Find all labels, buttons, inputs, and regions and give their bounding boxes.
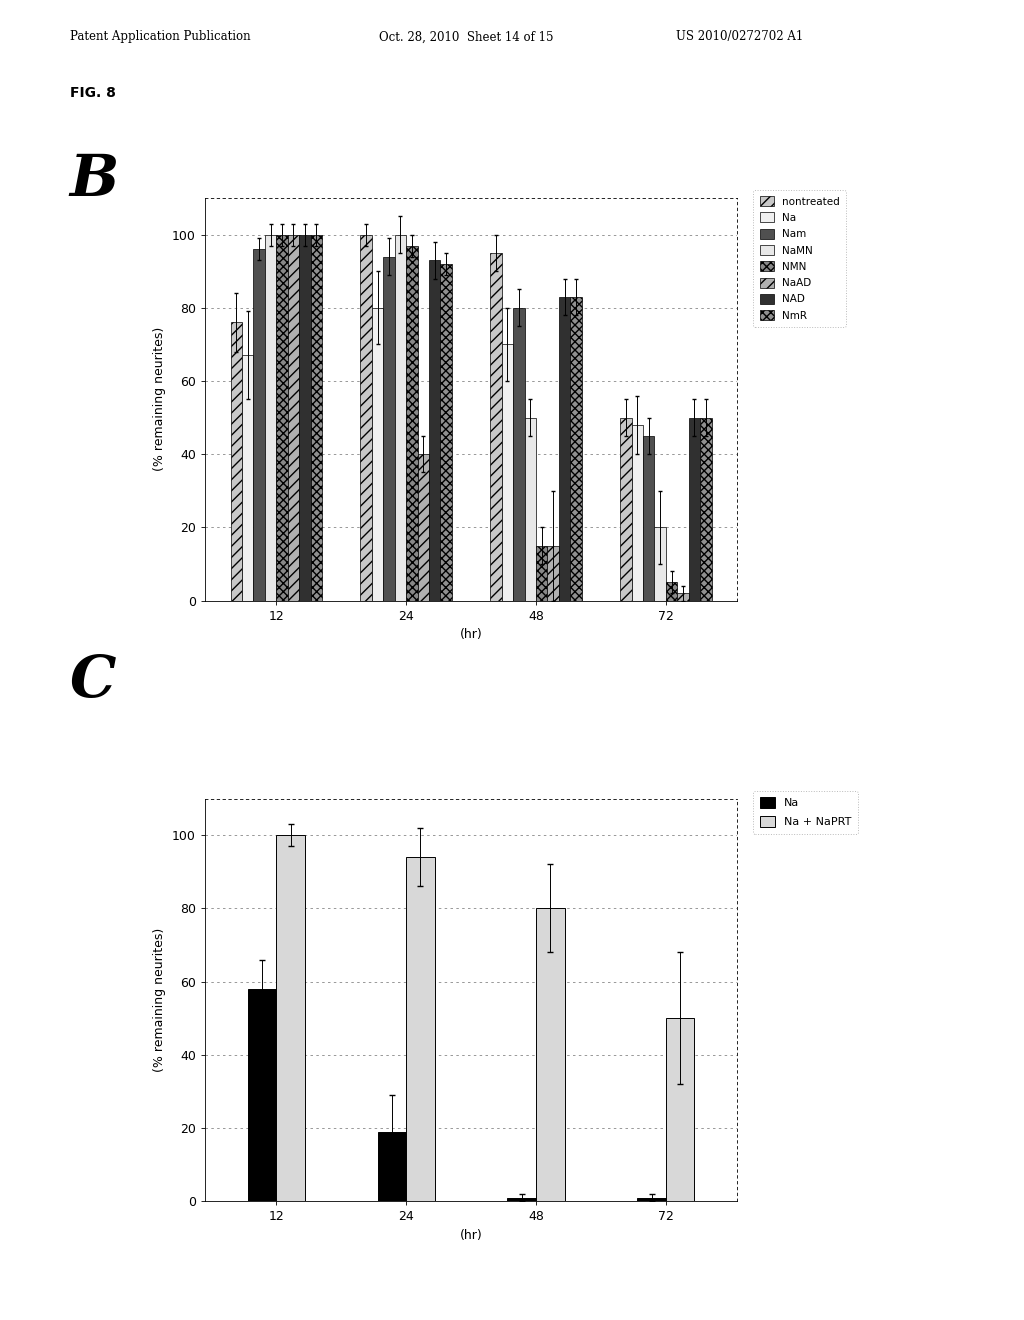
Bar: [253, 249, 265, 601]
Bar: [502, 345, 513, 601]
Bar: [242, 355, 253, 601]
Bar: [637, 1197, 666, 1201]
Text: Patent Application Publication: Patent Application Publication: [70, 30, 250, 44]
Bar: [310, 235, 322, 601]
Bar: [524, 417, 536, 601]
Bar: [288, 235, 299, 601]
Bar: [418, 454, 429, 601]
Bar: [276, 235, 288, 601]
Bar: [689, 417, 700, 601]
X-axis label: (hr): (hr): [460, 628, 482, 642]
Bar: [632, 425, 643, 601]
Bar: [621, 417, 632, 601]
Y-axis label: (% remaining neurites): (% remaining neurites): [154, 327, 166, 471]
Bar: [570, 297, 582, 601]
Bar: [372, 308, 383, 601]
Bar: [548, 545, 559, 601]
Bar: [654, 528, 666, 601]
Bar: [429, 260, 440, 601]
Bar: [700, 417, 712, 601]
Text: B: B: [70, 152, 119, 209]
Bar: [394, 235, 407, 601]
Bar: [677, 593, 689, 601]
Bar: [643, 436, 654, 601]
Text: FIG. 8: FIG. 8: [70, 86, 116, 100]
X-axis label: (hr): (hr): [460, 1229, 482, 1242]
Text: US 2010/0272702 A1: US 2010/0272702 A1: [676, 30, 803, 44]
Bar: [407, 857, 434, 1201]
Legend: nontreated, Na, Nam, NaMN, NMN, NaAD, NAD, NmR: nontreated, Na, Nam, NaMN, NMN, NaAD, NA…: [754, 190, 847, 327]
Bar: [230, 322, 242, 601]
Bar: [378, 1131, 407, 1201]
Bar: [513, 308, 524, 601]
Bar: [559, 297, 570, 601]
Bar: [265, 235, 276, 601]
Text: C: C: [70, 653, 116, 710]
Bar: [248, 989, 276, 1201]
Bar: [360, 235, 372, 601]
Bar: [666, 582, 677, 601]
Bar: [490, 253, 502, 601]
Bar: [508, 1197, 536, 1201]
Bar: [299, 235, 310, 601]
Text: Oct. 28, 2010  Sheet 14 of 15: Oct. 28, 2010 Sheet 14 of 15: [379, 30, 553, 44]
Bar: [536, 545, 548, 601]
Bar: [666, 1018, 694, 1201]
Bar: [440, 264, 452, 601]
Y-axis label: (% remaining neurites): (% remaining neurites): [154, 928, 166, 1072]
Legend: Na, Na + NaPRT: Na, Na + NaPRT: [754, 791, 858, 834]
Bar: [407, 246, 418, 601]
Bar: [383, 256, 394, 601]
Bar: [536, 908, 564, 1201]
Bar: [276, 836, 305, 1201]
